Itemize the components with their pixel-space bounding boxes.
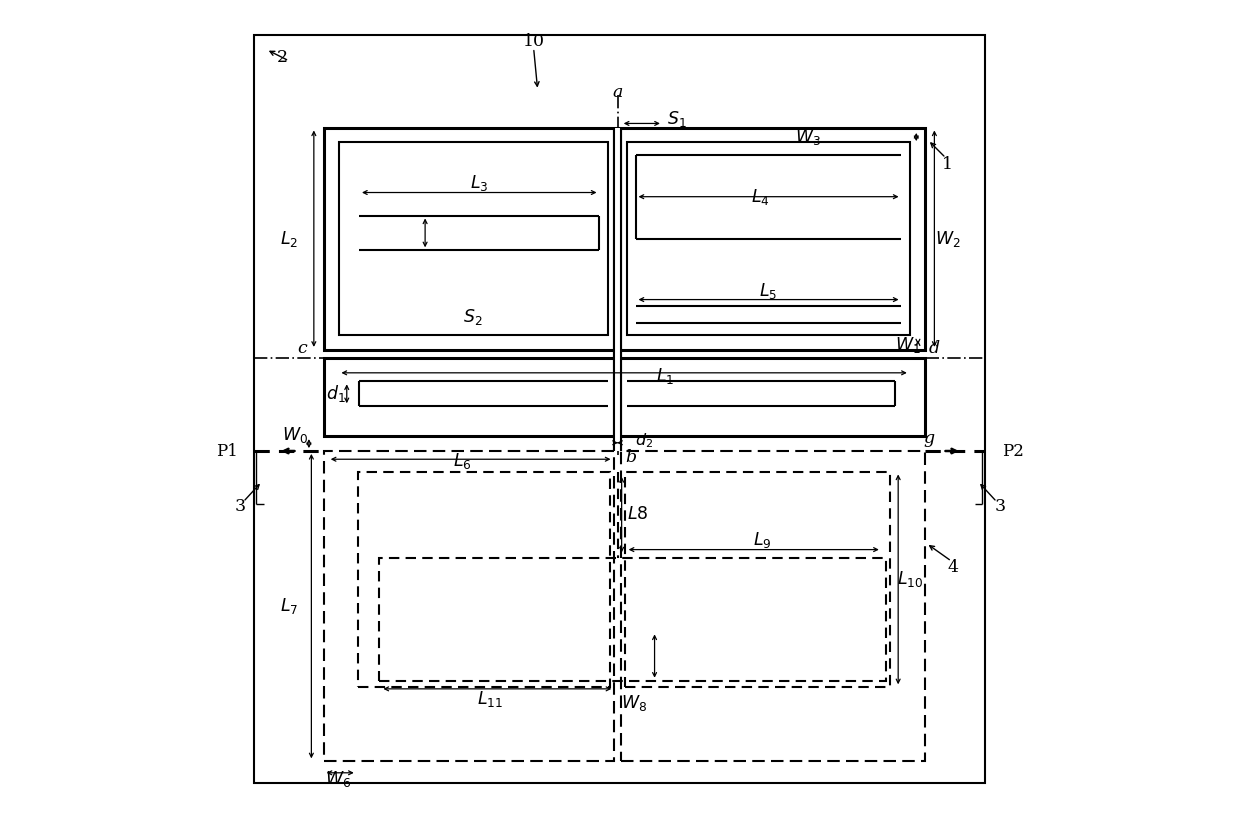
Bar [379,558,885,681]
Bar [625,472,890,687]
Text: P1: P1 [216,443,238,459]
Text: $L_1$: $L_1$ [656,366,675,386]
Text: $L_7$: $L_7$ [280,596,299,616]
Text: $L_2$: $L_2$ [280,229,299,249]
Text: b: b [625,449,636,466]
Bar [358,472,610,687]
Bar [324,451,614,761]
Text: $W_8$: $W_8$ [621,693,647,713]
Text: $L_{11}$: $L_{11}$ [477,689,503,709]
Bar [621,451,925,761]
Text: $L8$: $L8$ [627,506,649,523]
Bar [627,142,910,335]
Text: $L_6$: $L_6$ [453,451,471,471]
Text: P2: P2 [1002,443,1024,459]
Text: a: a [613,84,622,100]
Text: d: d [929,341,940,357]
Text: $W_0$: $W_0$ [281,425,308,445]
Text: 3: 3 [234,498,246,514]
Text: $W_6$: $W_6$ [325,770,352,789]
Text: g: g [923,430,934,447]
Text: $L_4$: $L_4$ [751,187,770,207]
Bar [324,358,925,436]
Text: $L_{10}$: $L_{10}$ [898,570,924,589]
Text: $W_3$: $W_3$ [795,128,821,147]
Text: $d_2$: $d_2$ [635,432,653,450]
Bar [254,35,985,783]
Text: $S_2$: $S_2$ [464,307,482,327]
Text: 2: 2 [277,49,288,66]
Text: $d_1$: $d_1$ [326,384,346,404]
Text: 4: 4 [947,560,959,576]
Text: 10: 10 [522,33,544,49]
Bar [614,128,621,451]
Text: $W_2$: $W_2$ [935,229,961,249]
Text: 1: 1 [942,156,954,173]
Text: $W_1$: $W_1$ [895,335,921,355]
Bar [324,128,925,350]
Text: $L_9$: $L_9$ [753,530,771,550]
Text: $L_5$: $L_5$ [759,281,777,301]
Bar [339,142,608,335]
Text: $L_3$: $L_3$ [470,173,489,193]
Text: c: c [298,341,308,357]
Text: $S_1$: $S_1$ [667,109,687,129]
Text: 3: 3 [994,498,1006,514]
